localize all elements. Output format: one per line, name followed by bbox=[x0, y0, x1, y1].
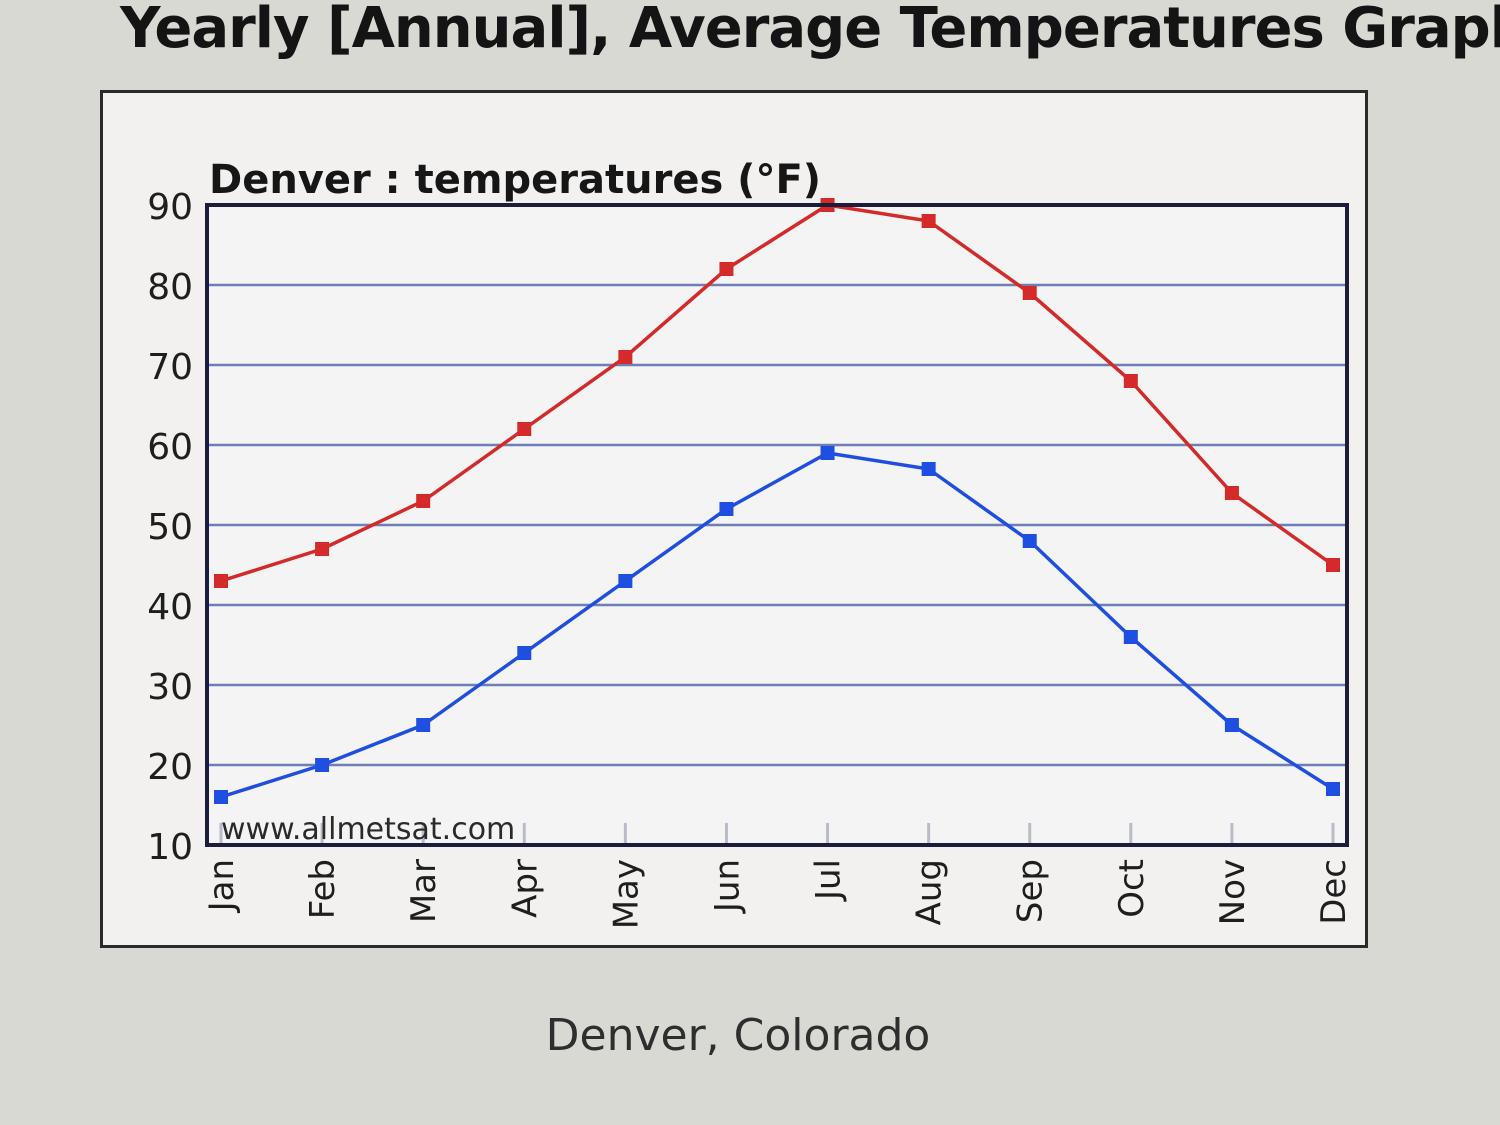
data-point-high bbox=[315, 542, 330, 556]
data-point-low bbox=[416, 718, 431, 732]
y-tick-label: 30 bbox=[147, 667, 193, 708]
x-tick-label: Aug bbox=[910, 859, 950, 925]
y-tick-label: 80 bbox=[147, 267, 193, 308]
y-tick-label: 20 bbox=[147, 747, 193, 788]
x-tick-label: Oct bbox=[1112, 859, 1152, 918]
x-tick-label: Nov bbox=[1213, 859, 1253, 925]
data-point-high bbox=[517, 422, 532, 436]
data-point-high bbox=[214, 574, 228, 588]
plot-border bbox=[205, 203, 1349, 847]
series-line-high bbox=[220, 203, 1335, 583]
chart-frame: Denver : temperatures (°F) 90 80 70 60 50 40 30… bbox=[100, 90, 1368, 948]
data-point-low bbox=[618, 574, 633, 588]
data-point-low bbox=[1123, 630, 1138, 644]
data-point-high bbox=[1224, 486, 1239, 500]
x-tick-label: Apr bbox=[505, 859, 545, 918]
series-line-low bbox=[220, 451, 1334, 799]
y-tick-label: 90 bbox=[147, 187, 193, 228]
data-point-high bbox=[719, 262, 734, 276]
y-tick-label: 40 bbox=[147, 587, 193, 628]
chart-title: Denver : temperatures (°F) bbox=[209, 157, 821, 203]
data-point-high bbox=[416, 494, 431, 508]
x-tick-label: Jul bbox=[809, 859, 849, 902]
x-tick-label: Sep bbox=[1011, 859, 1051, 923]
x-tick-label: Mar bbox=[404, 859, 444, 923]
data-point-high bbox=[1022, 286, 1037, 300]
data-point-low bbox=[1224, 718, 1239, 732]
x-tick-label: Feb bbox=[303, 859, 343, 919]
data-point-low bbox=[921, 462, 936, 476]
x-tick-label: Dec bbox=[1314, 859, 1354, 925]
temperature-chart: Denver : temperatures (°F) 90 80 70 60 50 40 30… bbox=[147, 157, 1354, 929]
data-point-low bbox=[315, 758, 330, 772]
data-point-low bbox=[214, 790, 228, 804]
data-point-low bbox=[719, 502, 734, 516]
x-tick-label: May bbox=[606, 859, 646, 929]
data-point-high bbox=[921, 214, 936, 228]
data-point-high bbox=[1326, 558, 1340, 572]
data-point-high bbox=[618, 350, 633, 364]
y-tick-label: 50 bbox=[147, 507, 193, 548]
page-heading: Yearly [Annual], Average Temperatures Gr… bbox=[120, 0, 1500, 61]
data-point-low bbox=[1022, 534, 1037, 548]
y-tick-label: 10 bbox=[147, 827, 193, 868]
x-tick-label: Jan bbox=[202, 859, 242, 913]
data-point-low bbox=[517, 646, 532, 660]
data-point-high bbox=[1123, 374, 1138, 388]
chart-caption: Denver, Colorado bbox=[545, 1010, 931, 1061]
y-tick-label: 60 bbox=[147, 427, 193, 468]
data-point-low bbox=[1326, 782, 1340, 796]
y-tick-label: 70 bbox=[147, 347, 193, 388]
data-point-low bbox=[820, 446, 835, 460]
x-tick-label: Jun bbox=[707, 859, 747, 914]
watermark: www.allmetsat.com bbox=[221, 812, 515, 847]
